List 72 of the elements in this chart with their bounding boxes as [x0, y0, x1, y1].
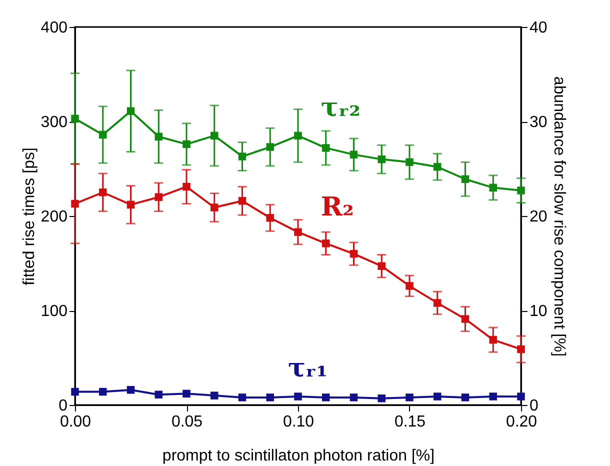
point: [489, 336, 497, 344]
point: [350, 250, 358, 258]
point: [517, 186, 525, 194]
y2-tick-label: 40: [530, 20, 548, 36]
y2-axis-title: abundance for slow rise component [%]: [550, 76, 568, 357]
point: [378, 155, 386, 164]
y-tick-label: 400: [40, 20, 68, 36]
series-label: R₂: [320, 192, 354, 222]
point: [434, 162, 442, 171]
point: [406, 394, 414, 402]
x-tick-label: 0.10: [282, 414, 314, 430]
point: [126, 107, 135, 115]
point: [238, 152, 246, 160]
point: [434, 392, 442, 400]
x-axis-title: prompt to scintillaton photon ration [%]: [162, 448, 435, 464]
point: [71, 114, 79, 123]
y-axis-title: fitted rise times [ps]: [20, 148, 38, 286]
point: [378, 262, 386, 270]
y2-tick-label: 0: [530, 398, 538, 414]
y2-tick-label: 10: [530, 303, 548, 320]
point: [210, 392, 218, 400]
point: [406, 158, 414, 166]
point: [182, 140, 190, 148]
point: [126, 386, 135, 394]
y-tick-label: 200: [40, 208, 68, 226]
point: [126, 200, 135, 209]
point: [238, 197, 246, 205]
x-tick-label: 0.15: [394, 414, 426, 430]
point: [294, 228, 302, 236]
point: [434, 299, 442, 307]
point: [154, 193, 162, 201]
y2-tick-label: 30: [530, 114, 548, 131]
point: [210, 132, 218, 140]
point: [350, 150, 358, 158]
y-tick-label: 300: [40, 114, 68, 131]
series-label: τᵣ₁: [288, 353, 328, 384]
point: [210, 204, 218, 212]
point: [322, 394, 330, 402]
point: [266, 143, 274, 151]
point: [99, 388, 107, 396]
y-tick-label: 100: [40, 303, 68, 320]
point: [71, 388, 79, 396]
point: [71, 200, 79, 208]
point: [378, 394, 386, 402]
y2-tick-label: 20: [530, 208, 548, 226]
point: [182, 390, 190, 398]
point: [322, 144, 330, 152]
point: [182, 182, 190, 191]
point: [461, 315, 470, 323]
point: [489, 184, 497, 192]
x-tick-label: 0.00: [60, 414, 92, 430]
point: [154, 132, 162, 140]
point: [294, 132, 302, 140]
y-tick-label: 0: [58, 398, 68, 414]
point: [350, 394, 358, 402]
point: [238, 394, 246, 402]
point: [99, 130, 107, 139]
point: [266, 394, 274, 402]
point: [99, 188, 107, 196]
point: [294, 392, 302, 400]
point: [461, 394, 470, 402]
point: [489, 392, 497, 400]
point: [517, 345, 525, 354]
point: [406, 282, 414, 290]
point: [154, 390, 162, 398]
point: [461, 175, 470, 184]
x-tick-label: 0.05: [171, 414, 203, 430]
x-tick-label: 0.20: [506, 414, 538, 430]
series-label: τᵣ₂: [320, 92, 361, 123]
point: [517, 392, 525, 400]
point: [322, 240, 330, 248]
point: [266, 214, 274, 222]
